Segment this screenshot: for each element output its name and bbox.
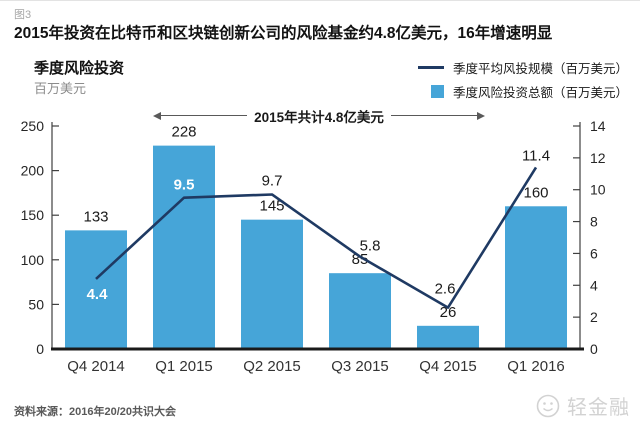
arrow-right-icon [477, 111, 485, 120]
figure-label: 图3 [14, 9, 32, 21]
right-axis-tick-label: 8 [590, 214, 598, 230]
x-axis-label: Q2 2015 [243, 358, 301, 375]
left-axis-tick-label: 100 [21, 252, 45, 268]
right-axis-tick-label: 10 [590, 182, 606, 198]
legend-line-label: 季度平均风投规模（百万美元） [452, 62, 628, 76]
left-axis-tick-label: 50 [28, 296, 44, 312]
legend: 季度平均风投规模（百万美元） 季度风险投资总额（百万美元） [414, 58, 628, 101]
line-point-label: 5.8 [360, 238, 381, 255]
right-axis-tick-label: 2 [590, 309, 598, 325]
chart-title: 2015年投资在比特币和区块链创新公司的风险基金约4.8亿美元，16年增速明显 [14, 25, 553, 42]
arrow-left-icon [153, 111, 161, 120]
legend-bar-label: 季度风险投资总额（百万美元） [452, 86, 628, 100]
legend-line-swatch-icon [414, 66, 444, 69]
bar-value-label: 160 [523, 184, 548, 201]
left-axis-tick-label: 250 [21, 118, 45, 134]
right-axis-tick-label: 4 [590, 277, 598, 293]
bar-q4-2015 [417, 325, 479, 349]
right-axis-tick-label: 14 [590, 118, 606, 134]
right-axis-tick-label: 12 [590, 150, 606, 166]
annotation-text: 2015年共计4.8亿美元 [254, 109, 384, 125]
brand-logo: 轻金融 [535, 391, 630, 420]
bar-value-label: 85 [352, 251, 369, 268]
line-point-label: 11.4 [522, 147, 550, 164]
left-axis-tick-label: 200 [21, 163, 45, 179]
legend-square-swatch-icon [414, 85, 444, 98]
logo-face-icon [536, 394, 560, 417]
x-axis-label: Q1 2016 [507, 358, 565, 375]
bar-value-label: 145 [259, 198, 284, 215]
bar-value-label: 26 [440, 304, 457, 321]
x-axis-label: Q1 2015 [155, 358, 213, 375]
left-axis-unit: 百万美元 [34, 81, 87, 96]
right-axis-tick-label: 0 [590, 341, 598, 357]
x-axis-label: Q4 2015 [419, 358, 477, 375]
bar-q4-2014 [65, 230, 127, 349]
legend-item-line: 季度平均风投规模（百万美元） [414, 58, 628, 77]
left-axis-tick-label: 150 [21, 207, 45, 223]
line-point-label: 2.6 [435, 281, 456, 298]
bar-value-label: 133 [83, 208, 108, 225]
right-axis-tick-label: 6 [590, 245, 598, 261]
venture-scale-line [95, 166, 538, 309]
bar-value-label: 228 [171, 124, 196, 141]
annotation-2015-total: 2015年共计4.8亿美元 [153, 108, 485, 125]
logo-text: 轻金融 [567, 397, 630, 419]
bar-q1-2015 [153, 145, 215, 349]
line-point-label: 9.7 [262, 172, 283, 189]
legend-item-bar: 季度风险投资总额（百万美元） [414, 82, 628, 101]
annotation-line-left [161, 114, 248, 117]
left-axis-title: 季度风险投资 [34, 60, 125, 77]
line-point-label: 4.4 [87, 286, 109, 303]
bar-q1-2016 [505, 206, 567, 349]
annotation-line-right [390, 114, 477, 117]
source-note: 资料来源：2016年20/20共识大会 [14, 406, 176, 418]
x-axis-label: Q3 2015 [331, 358, 389, 375]
left-axis-tick-label: 0 [36, 341, 44, 357]
line-point-label: 9.5 [174, 177, 195, 194]
bar-q3-2015 [329, 273, 391, 349]
bar-q2-2015 [241, 219, 303, 349]
x-axis-label: Q4 2014 [67, 358, 125, 375]
